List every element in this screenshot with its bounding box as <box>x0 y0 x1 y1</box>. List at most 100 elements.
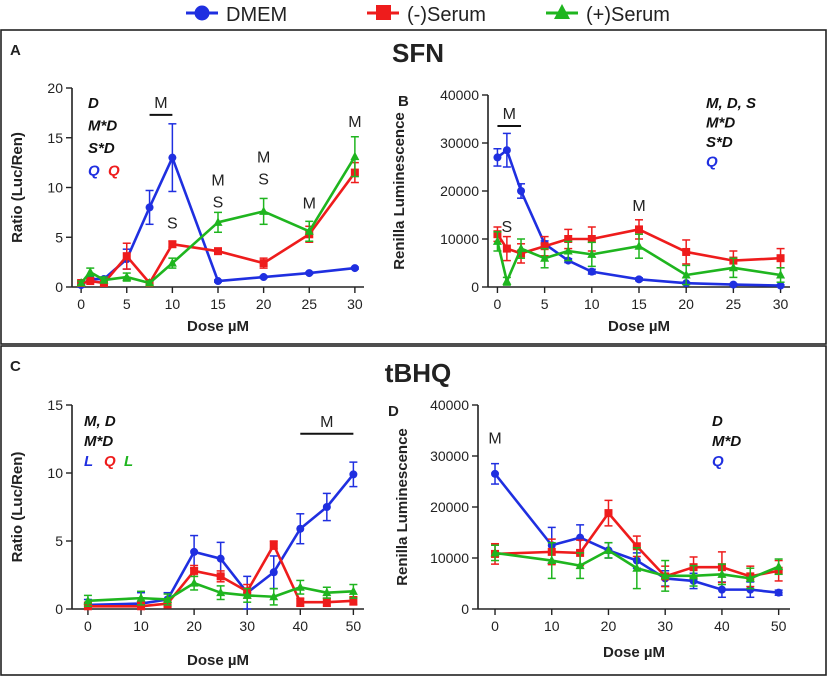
annotation-label: M <box>211 173 224 190</box>
data-point <box>76 278 86 287</box>
data-point <box>348 586 358 595</box>
x-tick-label: 30 <box>657 618 673 634</box>
data-point <box>776 281 785 290</box>
data-point <box>491 469 500 478</box>
x-tick-label: 30 <box>347 296 363 312</box>
legend-label: (+)Serum <box>586 4 670 26</box>
x-tick-label: 15 <box>210 296 226 312</box>
x-tick-label: 10 <box>133 618 149 634</box>
data-point <box>322 503 331 511</box>
legend-item-minus-serum: (-)Serum <box>367 4 486 26</box>
data-point <box>259 206 269 215</box>
data-point <box>587 267 596 276</box>
annotation-label: M <box>303 195 316 212</box>
data-point <box>168 153 177 162</box>
data-point <box>242 590 252 599</box>
data-point <box>269 591 279 601</box>
panel-letter-a: A <box>10 42 21 59</box>
data-point <box>269 568 278 577</box>
y-tick-label: 0 <box>461 601 469 617</box>
data-point <box>502 244 511 253</box>
stat-effect-label: Q <box>108 163 120 180</box>
x-axis-label: Dose µM <box>187 318 249 335</box>
triangle-marker-icon <box>554 4 570 19</box>
x-tick-label: 0 <box>84 618 92 634</box>
data-point <box>136 593 146 602</box>
x-tick-label: 25 <box>726 296 742 312</box>
panel-letter-c: C <box>10 358 21 375</box>
stat-effect-label: D <box>712 413 723 430</box>
x-axis-label: Dose µM <box>187 652 249 669</box>
data-point <box>190 566 199 575</box>
y-tick-label: 10000 <box>430 550 469 566</box>
stat-effect-label: L <box>124 453 133 470</box>
y-tick-label: 10 <box>47 180 63 196</box>
chart-panel-d: 0 10000 20000 30000 40000 0 10 20 30 40 50 Dose µM R… <box>394 397 790 661</box>
y-tick-label: 20 <box>47 80 63 96</box>
data-point <box>490 547 500 557</box>
x-tick-label: 5 <box>123 296 131 312</box>
data-point <box>682 247 691 256</box>
series-line-serum <box>494 511 779 578</box>
series-line-serum <box>87 543 354 608</box>
data-point <box>603 545 613 554</box>
annotation-label: S <box>213 194 224 211</box>
x-tick-label: 5 <box>541 296 549 312</box>
series-line-serum <box>496 241 781 283</box>
legend-label: (-)Serum <box>407 4 486 26</box>
chart-panel-a: 0 5 10 15 20 0 5 10 15 20 25 30 Dose µM Ratio (Luc/Re… <box>9 80 364 335</box>
legend-item-dmem: DMEM <box>186 4 287 26</box>
chart-panel-c: 0 5 10 15 0 10 20 30 40 50 Dose µM Ratio (Luc/Ren) M… <box>9 397 364 669</box>
x-tick-label: 30 <box>239 618 255 634</box>
y-tick-label: 40000 <box>430 397 469 413</box>
data-point <box>86 277 95 286</box>
data-point <box>492 236 502 245</box>
data-point <box>296 598 305 607</box>
data-point <box>516 243 526 253</box>
y-tick-label: 0 <box>471 279 479 295</box>
x-tick-label: 50 <box>771 618 787 634</box>
y-axis-label: Renilla Luminescence <box>391 112 408 270</box>
x-tick-label: 10 <box>584 296 600 312</box>
annotation-label: S <box>502 219 513 236</box>
data-point <box>635 275 643 284</box>
sfn-frame <box>0 29 827 345</box>
data-point <box>163 594 173 603</box>
data-point <box>216 572 225 581</box>
y-tick-label: 30000 <box>430 448 469 464</box>
data-point <box>145 278 155 287</box>
data-point <box>295 582 305 591</box>
stat-effect-label: M, D <box>84 413 116 430</box>
data-point <box>190 547 199 556</box>
data-point <box>99 275 109 284</box>
data-point <box>304 226 314 235</box>
y-tick-label: 0 <box>55 601 63 617</box>
data-point <box>717 585 726 594</box>
data-point <box>717 569 727 578</box>
data-point <box>322 598 331 607</box>
annotation-label: M <box>320 414 333 431</box>
data-point <box>635 225 643 234</box>
data-point <box>216 554 225 563</box>
x-tick-label: 0 <box>491 618 499 634</box>
section-title-tbhq: tBHQ <box>385 358 451 388</box>
data-point <box>746 585 755 594</box>
data-point <box>322 587 332 597</box>
series-line-serum <box>87 581 354 603</box>
data-point <box>349 470 358 479</box>
y-tick-label: 0 <box>55 279 63 295</box>
y-tick-label: 5 <box>55 229 63 245</box>
data-point <box>587 249 597 258</box>
data-point <box>660 570 670 580</box>
series-line-serum <box>80 171 356 285</box>
data-point <box>575 560 585 570</box>
data-point <box>632 542 641 551</box>
annotation-label: M <box>257 150 270 167</box>
stat-effect-label: S*D <box>706 134 733 151</box>
y-tick-label: 40000 <box>440 87 479 103</box>
stat-effect-label: M*D <box>712 433 741 450</box>
data-point <box>349 596 358 605</box>
data-point <box>563 246 573 255</box>
data-point <box>547 555 557 565</box>
